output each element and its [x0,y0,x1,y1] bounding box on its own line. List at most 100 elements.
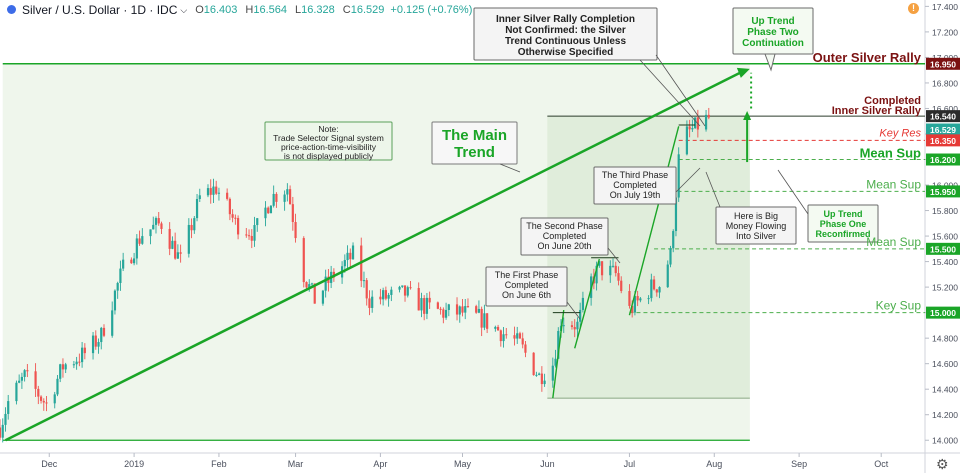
first-phase-callout-line: On June 6th [502,290,551,300]
y-tick-label: 16.600 [932,104,958,114]
ohlc-open: O16.403 [195,4,238,16]
candle-body [1,424,4,438]
candle-body [94,335,97,347]
last-price-tag-box [926,123,960,136]
candle-body [78,361,81,363]
candle-body [570,325,574,327]
candle-body [685,126,689,155]
mean-sup-3-label: Mean Sup [866,235,921,249]
candle-body [34,371,37,389]
candle-body [187,224,190,254]
candle-body [461,306,464,313]
candle-body [346,252,349,261]
candle-body [212,186,215,195]
symbol-title[interactable]: Silver / U.S. Dollar · 1D · IDC [22,3,178,17]
candle-body [130,259,133,264]
candle-body [464,306,467,313]
candle-body [308,284,311,288]
candle-body [206,188,210,196]
candle-body [122,259,125,269]
candle-body [573,326,576,330]
candle-body [236,218,240,235]
candle-body [343,260,346,267]
candle-body [157,218,160,224]
candle-body [102,327,106,336]
inner-rally-label-1: Completed [864,95,921,107]
candle-body [256,218,259,226]
candle-body [26,370,29,372]
candle-body [486,313,489,329]
candle-body [190,224,193,231]
x-tick-label: May [454,459,472,469]
up-trend-one-callout-line: Reconfirmed [815,229,870,239]
candle-body [518,333,522,339]
mean-sup-3-price-tag-text: 15.500 [930,244,956,254]
candle-body [557,330,560,359]
candle-body [61,364,65,370]
candle-body [611,265,615,267]
candle-body [382,290,385,300]
main-trend-arrow [4,70,743,442]
y-tick-label: 17.400 [932,2,958,12]
inner-rally-callout-line: Inner Silver Rally Completion [496,14,635,25]
inner-rally-callout-box [473,7,658,61]
candle-body [160,223,163,229]
chevron-down-icon[interactable]: ⌵ [180,4,188,15]
candle-body [390,289,393,295]
big-money-callout-line: Here is Big [734,211,778,221]
candle-body [362,280,366,282]
candle-body [672,231,675,249]
y-tick-label: 15.600 [932,232,958,242]
phase-line-3 [628,126,680,316]
y-tick-label: 15.200 [932,283,958,293]
candle-body [636,296,639,301]
candle-body [502,334,505,342]
second-phase-callout-line: On June 20th [537,241,591,251]
inner-price-tag-text: 16.540 [930,112,956,122]
alert-icon[interactable]: ! [908,3,919,14]
candle-body [652,279,656,290]
x-tick-label: Dec [41,459,58,469]
candle-body [135,238,138,259]
candle-body [513,335,516,339]
candle-body [195,199,199,219]
candle-body [401,285,404,287]
candle-body [439,308,442,310]
gear-icon[interactable]: ⚙ [936,456,949,472]
main-trend-callout-line: The Main [442,127,507,144]
candle-body [403,285,407,296]
candle-body [269,205,273,214]
candle-body [349,252,352,260]
candle-body [119,268,122,283]
candle-body [674,197,678,232]
first-phase-callout-line: The First Phase [495,270,559,280]
mean-sup-2-price-tag-text: 15.950 [930,187,956,197]
first-phase-callout-box [485,266,568,307]
main-trend-arrowhead [736,67,750,78]
y-tick-label: 17.200 [932,27,958,37]
candle-body [15,382,18,402]
candle-body [141,236,144,244]
mean-sup-3-price-tag-box [926,242,960,255]
mean-sup-1-label: Mean Sup [860,146,921,161]
candle-body [650,279,653,299]
candle-body [428,297,431,303]
last-price-tag-text: 16.529 [930,125,956,135]
outer-price-tag: 16.950 [926,57,960,70]
x-tick-label: Sep [791,459,807,469]
key-sup-price-tag-text: 15.000 [930,308,956,318]
x-tick-label: Feb [211,459,227,469]
candle-body [598,261,601,266]
up-trend-one-callout-box [807,204,879,243]
candle-body [524,344,527,353]
candle-body [7,401,10,414]
y-tick-label: 15.400 [932,257,958,267]
candle-body [45,402,48,404]
candle-body [305,282,308,288]
